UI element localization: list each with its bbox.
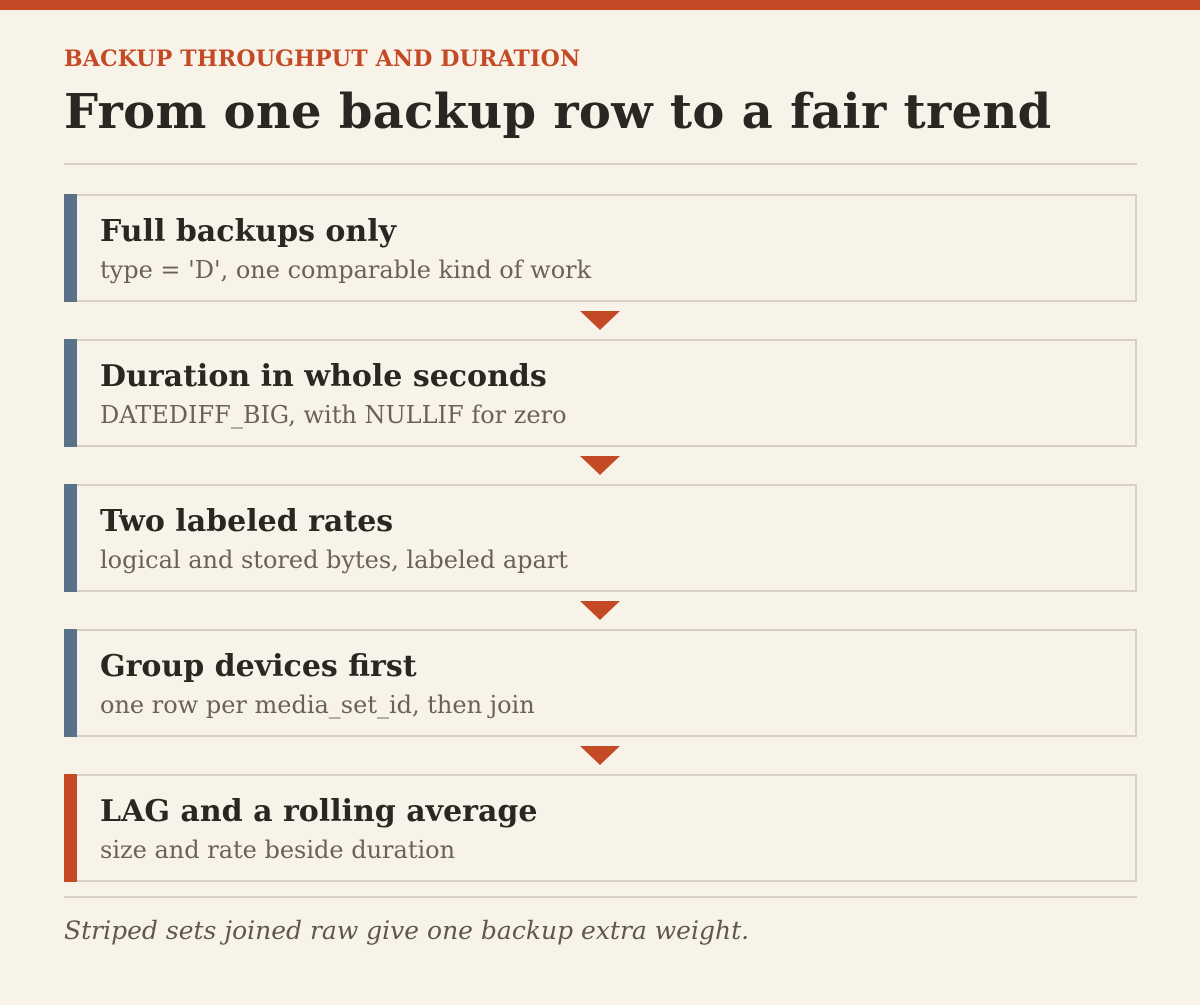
step-subtitle: DATEDIFF_BIG, with NULLIF for zero [100,401,567,429]
step-accent-bar [64,194,77,302]
step-title: Two labeled rates [100,504,394,539]
step-duration-seconds: Duration in whole seconds DATEDIFF_BIG, … [64,339,1137,447]
top-accent-bar [0,0,1200,10]
step-group-devices: Group devices first one row per media_se… [64,629,1137,737]
page-title: From one backup row to a fair trend [64,84,1052,140]
down-arrow-icon [580,311,620,330]
step-subtitle: type = 'D', one comparable kind of work [100,256,592,284]
eyebrow-label: BACKUP THROUGHPUT AND DURATION [64,46,581,72]
step-title: LAG and a rolling average [100,794,538,829]
title-divider [64,163,1137,165]
step-subtitle: size and rate beside duration [100,836,456,864]
step-subtitle: logical and stored bytes, labeled apart [100,546,568,574]
footer-divider [64,896,1137,898]
step-lag-rolling-average: LAG and a rolling average size and rate … [64,774,1137,882]
step-accent-bar [64,484,77,592]
step-labeled-rates: Two labeled rates logical and stored byt… [64,484,1137,592]
step-title: Group devices first [100,649,417,684]
down-arrow-icon [580,601,620,620]
step-accent-bar [64,629,77,737]
step-accent-bar [64,339,77,447]
down-arrow-icon [580,456,620,475]
down-arrow-icon [580,746,620,765]
step-accent-bar [64,774,77,882]
footnote: Striped sets joined raw give one backup … [64,916,750,945]
step-full-backups: Full backups only type = 'D', one compar… [64,194,1137,302]
step-subtitle: one row per media_set_id, then join [100,691,535,719]
step-title: Duration in whole seconds [100,359,547,394]
step-title: Full backups only [100,214,397,249]
